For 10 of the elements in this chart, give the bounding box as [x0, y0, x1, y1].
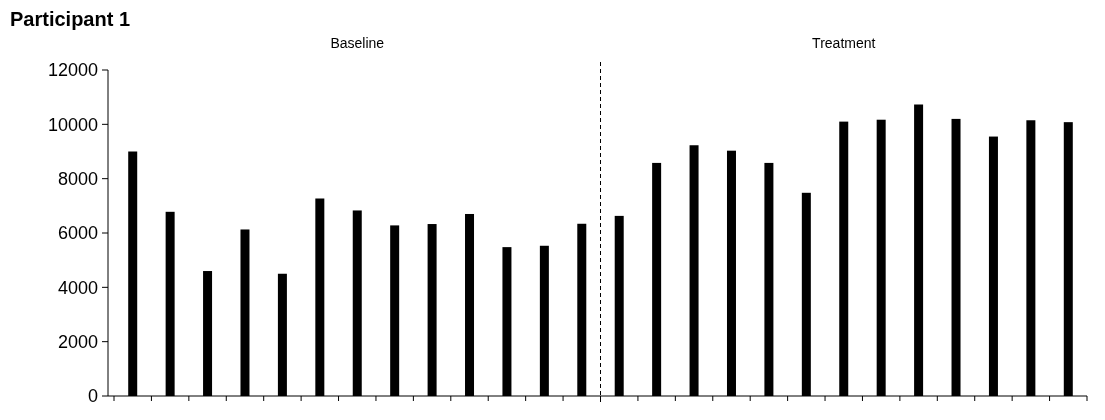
y-tick-label: 0 [87, 386, 98, 407]
text: Baseline [330, 35, 385, 51]
y-tick-label: 10000 [47, 114, 98, 135]
y-tick-label: 2000 [57, 331, 98, 352]
y-tick-label: 6000 [57, 223, 98, 244]
y-tick-label: 12000 [47, 60, 98, 81]
text: Treatment [812, 35, 876, 51]
y-tick-label: 8000 [57, 168, 98, 189]
chart-title: Participant 1 [10, 8, 131, 30]
y-tick-label: 4000 [57, 277, 98, 298]
